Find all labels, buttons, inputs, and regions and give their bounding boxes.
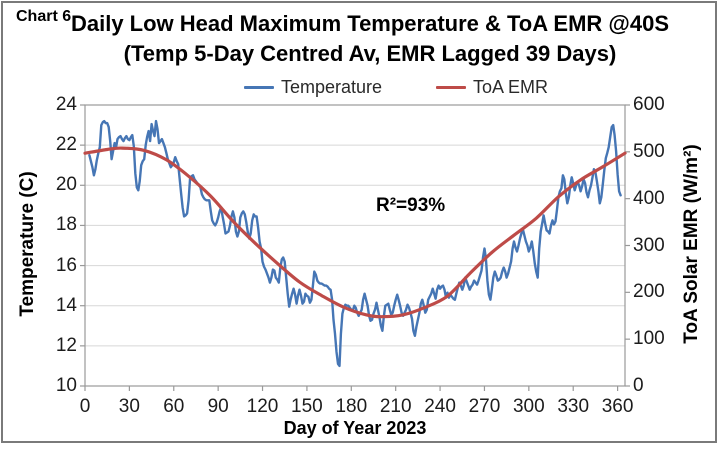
chart-outer-border [1,1,717,443]
legend: Temperature ToA EMR [36,77,720,98]
series-line-temperature [88,119,622,368]
legend-item-temperature[interactable]: Temperature [243,77,383,98]
left-axis-tick-label: 24 [55,94,77,115]
chart-number-label: Chart 6 [16,8,72,25]
right-axis-tick-label: 100 [633,328,665,350]
series-line-toa-emr [83,146,627,319]
legend-label-temperature: Temperature [280,77,383,97]
left-axis-tick-label: 16 [55,254,77,276]
right-axis-tick-label: 300 [633,234,665,256]
left-axis-tick-label: 18 [55,214,77,236]
chart-subtitle: (Temp 5-Day Centred Av, EMR Lagged 39 Da… [123,41,617,66]
legend-item-toa-emr[interactable]: ToA EMR [436,77,548,98]
right-axis-tick-label: 600 [633,94,665,115]
x-axis-tick-label: 180 [335,396,368,417]
x-axis-tick-label: 240 [424,396,456,417]
x-axis-tick-label: 60 [163,396,185,417]
temperature-line-swatch [243,86,274,89]
x-axis-tick-label: 330 [557,396,590,417]
x-axis-tick-label: 300 [512,396,545,417]
x-axis-tick-label: 360 [601,396,634,417]
x-axis-tick-label: 210 [379,396,412,417]
toa-emr-line-swatch [436,86,467,89]
x-axis-tick-label: 90 [207,396,229,417]
x-axis-title: Day of Year 2023 [283,418,427,438]
chart-title: Daily Low Head Maximum Temperature & ToA… [70,11,670,36]
left-axis-tick-label: 22 [55,134,77,156]
x-axis-tick-label: 270 [468,396,501,417]
chart-title-block: Daily Low Head Maximum Temperature & ToA… [60,9,680,69]
left-axis-tick-label: 10 [55,375,77,396]
x-axis-tick-label: 0 [79,396,91,417]
legend-label-toa-emr: ToA EMR [473,77,549,97]
r-squared-annotation: R²=93% [376,195,446,216]
left-axis-tick-label: 14 [55,294,77,316]
left-axis-tick-label: 20 [55,174,77,196]
x-axis-tick-label: 150 [291,396,323,417]
right-axis-tick-label: 500 [633,140,665,162]
right-axis-tick-label: 400 [633,187,665,209]
x-axis-tick-label: 30 [118,396,140,417]
right-axis-tick-label: 0 [633,375,644,396]
x-axis-tick-label: 120 [246,396,279,417]
left-axis-tick-label: 12 [55,334,77,356]
right-axis-tick-label: 200 [633,281,665,303]
